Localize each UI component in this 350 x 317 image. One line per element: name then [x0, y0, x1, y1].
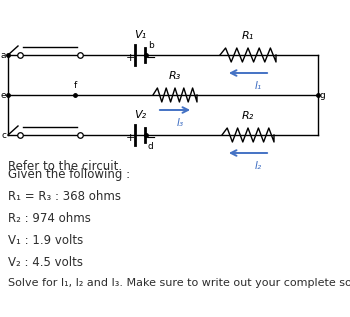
Text: e: e — [0, 90, 6, 100]
Text: +: + — [125, 133, 135, 143]
Text: c: c — [1, 131, 6, 139]
Text: R₁ = R₃ : 368 ohms: R₁ = R₃ : 368 ohms — [8, 190, 121, 203]
Text: Refer to the circuit.: Refer to the circuit. — [8, 160, 122, 173]
Text: R₃: R₃ — [169, 71, 181, 81]
Text: f: f — [74, 81, 77, 90]
Text: I₂: I₂ — [254, 161, 261, 171]
Text: −: − — [146, 132, 156, 145]
Text: I₁: I₁ — [254, 81, 261, 91]
Text: V₂: V₂ — [134, 110, 146, 120]
Text: b: b — [148, 41, 154, 50]
Text: R₂: R₂ — [242, 111, 254, 121]
Text: R₁: R₁ — [242, 31, 254, 41]
Text: Solve for I₁, I₂ and I₃. Make sure to write out your complete solution.: Solve for I₁, I₂ and I₃. Make sure to wr… — [8, 278, 350, 288]
Text: a: a — [0, 50, 6, 60]
Text: +: + — [125, 53, 135, 63]
Text: I₃: I₃ — [176, 118, 183, 128]
Text: V₂ : 4.5 volts: V₂ : 4.5 volts — [8, 256, 83, 269]
Text: R₂ : 974 ohms: R₂ : 974 ohms — [8, 212, 91, 225]
Text: Given the following :: Given the following : — [8, 168, 130, 181]
Text: d: d — [148, 142, 154, 151]
Text: −: − — [146, 51, 156, 64]
Text: V₁ : 1.9 volts: V₁ : 1.9 volts — [8, 234, 83, 247]
Text: V₁: V₁ — [134, 30, 146, 40]
Text: g: g — [320, 90, 326, 100]
